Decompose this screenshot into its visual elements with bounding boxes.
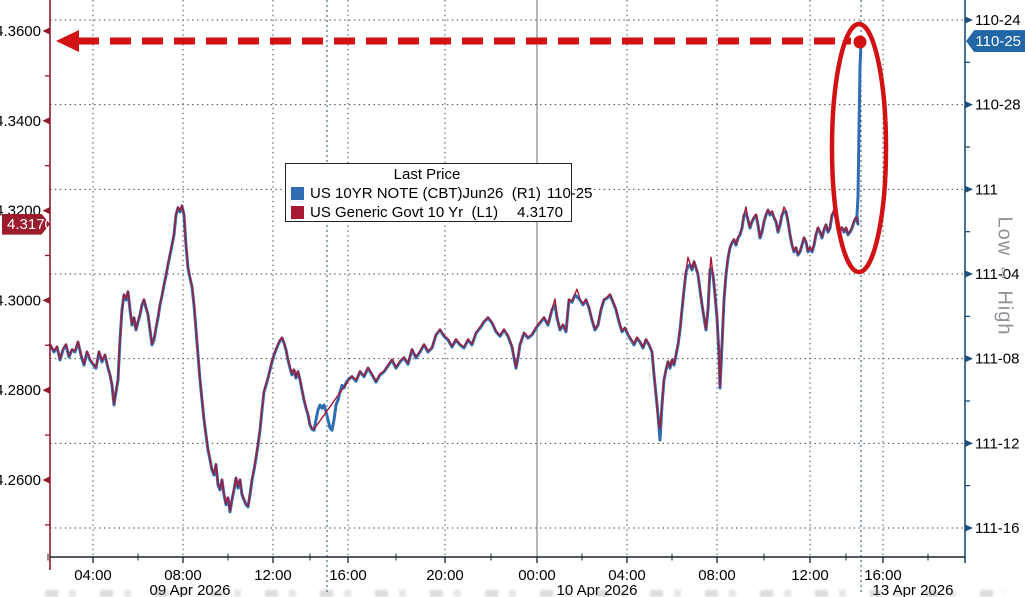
legend-row-futures[interactable]: US 10YR NOTE (CBT)Jun26 (R1) 110-25 <box>291 184 592 203</box>
right-axis-tick-arrow <box>965 101 973 109</box>
left-axis-tick-arrow <box>42 207 50 214</box>
series-cash-line <box>49 204 859 512</box>
cropped-text-artifact <box>45 590 1005 597</box>
x-axis-tick-label: 12:00 <box>791 567 829 584</box>
left-axis-tick-arrow <box>42 297 50 304</box>
x-axis-tick-label: 16:00 <box>329 567 367 584</box>
left-axis-tick-label: 4.2800 <box>0 382 41 399</box>
x-axis-tick-label: 04:00 <box>608 567 646 584</box>
x-axis-tick-label: 16:00 <box>864 567 902 584</box>
x-axis-tick-label: 12:00 <box>254 567 292 584</box>
legend-value-cash: 4.3170 <box>517 204 563 221</box>
right-axis-tick-label: 111-04 <box>975 266 1019 283</box>
left-axis-tick-label: 4.3000 <box>0 292 41 309</box>
left-axis-tick-arrow <box>42 117 50 125</box>
left-axis-tick-label: 4.3400 <box>0 113 41 130</box>
legend-label-futures: US 10YR NOTE (CBT)Jun26 (R1) <box>310 185 541 202</box>
right-axis-tick-arrow <box>965 16 973 24</box>
right-axis-tick-arrow <box>965 355 973 363</box>
x-axis-date-label: 09 Apr 2026 <box>150 582 231 597</box>
x-axis-tick-label: 08:00 <box>698 567 736 584</box>
x-axis-date-label: 13 Apr 2026 <box>873 582 954 597</box>
x-axis-tick-label: 04:00 <box>74 567 112 584</box>
gridlines <box>50 0 965 592</box>
right-axis-tick-label: 110-24 <box>975 12 1021 29</box>
right-axis-tick-arrow <box>965 185 973 193</box>
series <box>48 40 863 514</box>
spike-top-dot <box>853 35 867 49</box>
right-axis-tick-arrow <box>965 270 973 278</box>
left-axis-tick-arrow <box>42 476 50 484</box>
x-axis-tick-label: 08:00 <box>164 567 202 584</box>
chart-legend[interactable]: Last Price US 10YR NOTE (CBT)Jun26 (R1) … <box>285 163 592 222</box>
right-axis-caption: Low ⇔ High <box>993 216 1016 336</box>
dashed-arrow-head <box>56 30 79 52</box>
annotations <box>56 21 889 275</box>
x-axis-tick-label: 20:00 <box>426 567 464 584</box>
highlight-ellipse <box>829 21 889 275</box>
legend-swatch-cash <box>291 206 304 219</box>
right-axis-tick-arrow <box>965 524 973 532</box>
legend-value-futures: 110-25 <box>546 185 593 202</box>
right-axis-tick-label: 110-28 <box>975 97 1021 114</box>
legend-title: Last Price <box>393 166 461 183</box>
left-axis-tick-label: 4.2600 <box>0 472 41 489</box>
series-futures-line <box>48 40 863 514</box>
right-axis-tick-label: 111-16 <box>975 520 1019 537</box>
x-axis-date-label: 10 Apr 2026 <box>557 582 638 597</box>
legend-row-cash[interactable]: US Generic Govt 10 Yr (L1) 4.3170 <box>291 203 563 222</box>
right-axis-tick-label: 111 <box>975 181 998 198</box>
last-value-badge-cash-text: 4.3170 <box>7 215 53 233</box>
right-axis-tick-arrow <box>965 439 973 447</box>
last-value-badge-futures: 110-25 <box>966 30 1025 53</box>
last-value-badge-futures-text: 110-25 <box>975 32 1021 50</box>
left-axis-tick-arrow <box>42 386 50 394</box>
left-axis-tick-label: 4.3600 <box>0 23 41 40</box>
legend-swatch-futures <box>291 187 304 200</box>
x-axis-tick-label: 00:00 <box>518 567 556 584</box>
legend-label-cash: US Generic Govt 10 Yr (L1) <box>310 204 499 221</box>
left-axis-tick-arrow <box>42 27 50 35</box>
last-value-badge-cash: 4.3170 <box>2 213 53 235</box>
right-axis-tick-label: 111-12 <box>975 435 1019 452</box>
right-axis-tick-label: 111-08 <box>975 351 1019 368</box>
